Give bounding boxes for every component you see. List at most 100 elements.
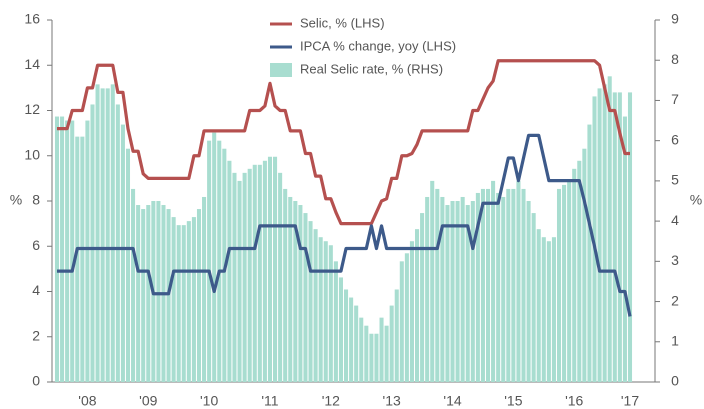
y-tick-label: 16 [24,11,40,27]
y-tick-label: 6 [32,237,40,253]
bar [283,188,288,382]
bar [349,297,354,382]
bar [298,205,303,382]
bar [288,196,293,382]
bar [501,196,506,382]
bar [409,241,414,382]
bar [242,172,247,382]
bar [186,221,191,382]
bar [541,237,546,382]
bar [191,217,196,382]
x-tick-label: '17 [621,393,639,409]
bar [379,317,384,382]
bar [445,205,450,382]
bar [389,305,394,382]
legend-label: Selic, % (LHS) [300,15,385,30]
bar [622,116,627,383]
bar [90,104,95,382]
bar [587,124,592,383]
bar [470,201,475,382]
bar [399,261,404,382]
bar [54,116,60,383]
bar [374,333,379,382]
bar [526,201,531,382]
bar [602,84,607,382]
bar [455,201,460,382]
bar [328,245,333,382]
bar [338,277,343,382]
bar [597,88,602,382]
y2-tick-label: 3 [671,252,679,268]
x-tick-label: '08 [78,393,96,409]
bar [207,140,212,382]
bar [60,116,65,383]
bar [181,225,186,382]
bar [607,76,612,383]
bar [65,120,70,383]
bar [577,160,582,382]
bar [420,213,425,382]
bar [475,192,480,382]
bar [440,196,445,382]
bar [612,92,617,383]
x-tick-label: '13 [383,393,401,409]
y2-tick-label: 5 [671,172,679,188]
bar [166,209,171,382]
bar [202,196,207,382]
legend-swatch [270,63,292,77]
bar [450,201,455,382]
bar [521,188,526,382]
y2-tick-label: 7 [671,91,679,107]
bar [582,148,587,382]
bar [247,168,252,382]
y-tick-label: 8 [32,192,40,208]
bar [278,172,283,382]
y2-tick-label: 2 [671,292,679,308]
bar [531,213,536,382]
bar [551,237,556,382]
bar [252,164,257,382]
bar [516,180,521,382]
x-tick-label: '16 [565,393,583,409]
bar [536,229,541,382]
bar [262,160,267,382]
bar [212,132,217,382]
y2-tick-label: 1 [671,332,679,348]
bar [115,104,120,382]
bar [136,205,141,382]
y-tick-label: 12 [24,101,40,117]
bar [556,188,562,382]
x-tick-label: '12 [322,393,340,409]
bar [227,160,232,382]
bar [414,229,420,382]
y-axis-label: % [10,192,22,208]
bar [546,241,551,382]
y2-tick-label: 8 [671,51,679,67]
y-tick-label: 2 [32,327,40,343]
line [57,59,630,226]
y2-tick-label: 9 [671,11,679,27]
bar [617,92,622,383]
y-tick-label: 0 [32,373,40,389]
bar [435,188,440,382]
bar [120,124,125,383]
bar [480,188,485,382]
bar [404,253,409,382]
bar [384,325,389,382]
bar [496,192,501,382]
y-tick-label: 4 [32,282,40,298]
bar [567,180,572,382]
bar [171,217,176,382]
x-tick-label: '15 [504,393,522,409]
bar [465,205,470,382]
bar [313,229,318,382]
bar [146,205,151,382]
bar [511,188,516,382]
bar [217,140,222,382]
bar [95,84,100,382]
bar [572,168,577,382]
bar [425,196,430,382]
bar [267,156,273,382]
y2-tick-label: 6 [671,131,679,147]
y-tick-label: 10 [24,146,40,162]
